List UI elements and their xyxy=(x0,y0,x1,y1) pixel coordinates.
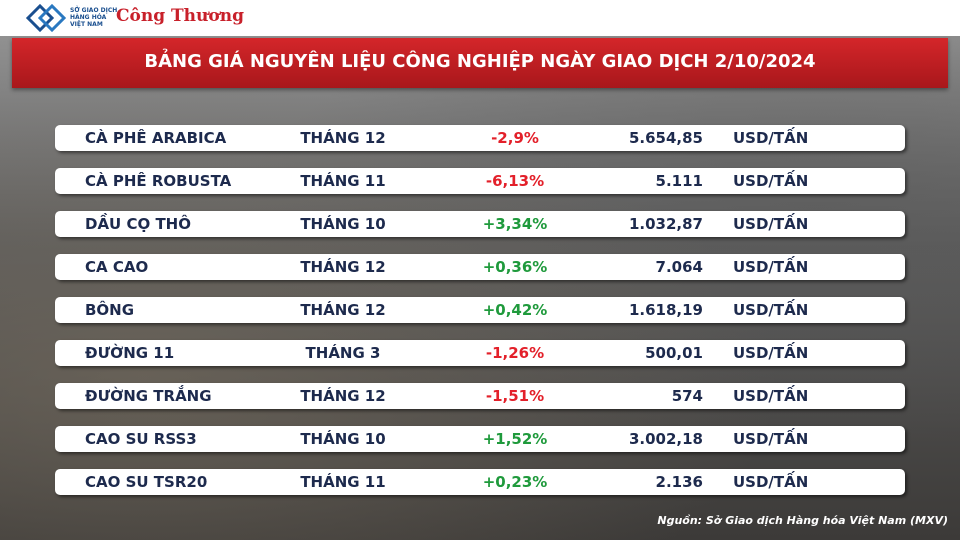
price: 5.111 xyxy=(655,172,703,190)
source: Nguồn: Sở Giao dịch Hàng hóa Việt Nam (M… xyxy=(657,514,948,527)
commodity: DẦU CỌ THÔ xyxy=(85,215,191,233)
change: +0,23% xyxy=(482,473,548,491)
commodity: BÔNG xyxy=(85,301,135,319)
commodity: CAO SU RSS3 xyxy=(85,430,197,448)
change: -1,51% xyxy=(485,387,545,405)
title-banner: BẢNG GIÁ NGUYÊN LIỆU CÔNG NGHIỆP NGÀY GI… xyxy=(12,38,948,88)
table-row: BÔNG THÁNG 12 +0,42% 1.618,19 USD/TẤN xyxy=(55,297,905,323)
brand: Công Thương xyxy=(116,6,244,26)
price: 500,01 xyxy=(645,344,703,362)
change: -2,9% xyxy=(491,129,539,147)
change: +0,36% xyxy=(482,258,548,276)
commodity: ĐƯỜNG TRẮNG xyxy=(85,387,212,405)
contract-month: THÁNG 11 xyxy=(300,473,386,491)
logo-line: VIỆT NAM xyxy=(70,21,103,28)
unit: USD/TẤN xyxy=(733,387,809,405)
price: 574 xyxy=(671,387,703,405)
contract-month: THÁNG 11 xyxy=(300,172,386,190)
contract-month: THÁNG 10 xyxy=(300,430,386,448)
change: +0,42% xyxy=(482,301,548,319)
unit: USD/TẤN xyxy=(733,258,809,276)
unit: USD/TẤN xyxy=(733,215,809,233)
table-row: CAO SU TSR20 THÁNG 11 +0,23% 2.136 USD/TẤN xyxy=(55,469,905,495)
change: -6,13% xyxy=(485,172,545,190)
table-row: CA CAO THÁNG 12 +0,36% 7.064 USD/TẤN xyxy=(55,254,905,280)
unit: USD/TẤN xyxy=(733,430,809,448)
change: +3,34% xyxy=(482,215,548,233)
commodity: CA CAO xyxy=(85,258,149,276)
unit: USD/TẤN xyxy=(733,473,809,491)
contract-month: THÁNG 12 xyxy=(300,258,386,276)
commodity: ĐƯỜNG 11 xyxy=(85,344,175,362)
table-row: DẦU CỌ THÔ THÁNG 10 +3,34% 1.032,87 USD/TẤN xyxy=(55,211,905,237)
commodity: CÀ PHÊ ROBUSTA xyxy=(85,172,232,190)
price: 1.032,87 xyxy=(628,215,703,233)
unit: USD/TẤN xyxy=(733,172,809,190)
price: 2.136 xyxy=(655,473,703,491)
unit: USD/TẤN xyxy=(733,129,809,147)
table-row: ĐƯỜNG TRẮNG THÁNG 12 -1,51% 574 USD/TẤN xyxy=(55,383,905,409)
table-row: CÀ PHÊ ARABICA THÁNG 12 -2,9% 5.654,85 USD/T… xyxy=(55,125,905,151)
price: 1.618,19 xyxy=(628,301,703,319)
header-bar: SỞ GIAO DỊCH HÀNG HÓA VIỆT NAM Công Thươ… xyxy=(0,0,960,36)
logo-icon xyxy=(26,4,66,32)
change: -1,26% xyxy=(485,344,545,362)
price: 3.002,18 xyxy=(628,430,703,448)
unit: USD/TẤN xyxy=(733,344,809,362)
contract-month: THÁNG 12 xyxy=(300,387,386,405)
price: 5.654,85 xyxy=(628,129,703,147)
logo-line: SỞ GIAO DỊCH xyxy=(70,7,118,14)
logo-line: HÀNG HÓA xyxy=(70,14,107,21)
price: 7.064 xyxy=(655,258,703,276)
table-row: ĐƯỜNG 11 THÁNG 3 -1,26% 500,01 USD/TẤN xyxy=(55,340,905,366)
table-row: CÀ PHÊ ROBUSTA THÁNG 11 -6,13% 5.111 USD/TẤN xyxy=(55,168,905,194)
contract-month: THÁNG 3 xyxy=(305,344,381,362)
contract-month: THÁNG 12 xyxy=(300,129,386,147)
table-row: CAO SU RSS3 THÁNG 10 +1,52% 3.002,18 USD/TẤN xyxy=(55,426,905,452)
commodity: CÀ PHÊ ARABICA xyxy=(85,129,227,147)
title: BẢNG GIÁ NGUYÊN LIỆU CÔNG NGHIỆP NGÀY GI… xyxy=(144,51,816,72)
contract-month: THÁNG 12 xyxy=(300,301,386,319)
commodity: CAO SU TSR20 xyxy=(85,473,208,491)
change: +1,52% xyxy=(482,430,548,448)
unit: USD/TẤN xyxy=(733,301,809,319)
contract-month: THÁNG 10 xyxy=(300,215,386,233)
logo-text: SỞ GIAO DỊCH HÀNG HÓA VIỆT NAM xyxy=(70,7,117,28)
